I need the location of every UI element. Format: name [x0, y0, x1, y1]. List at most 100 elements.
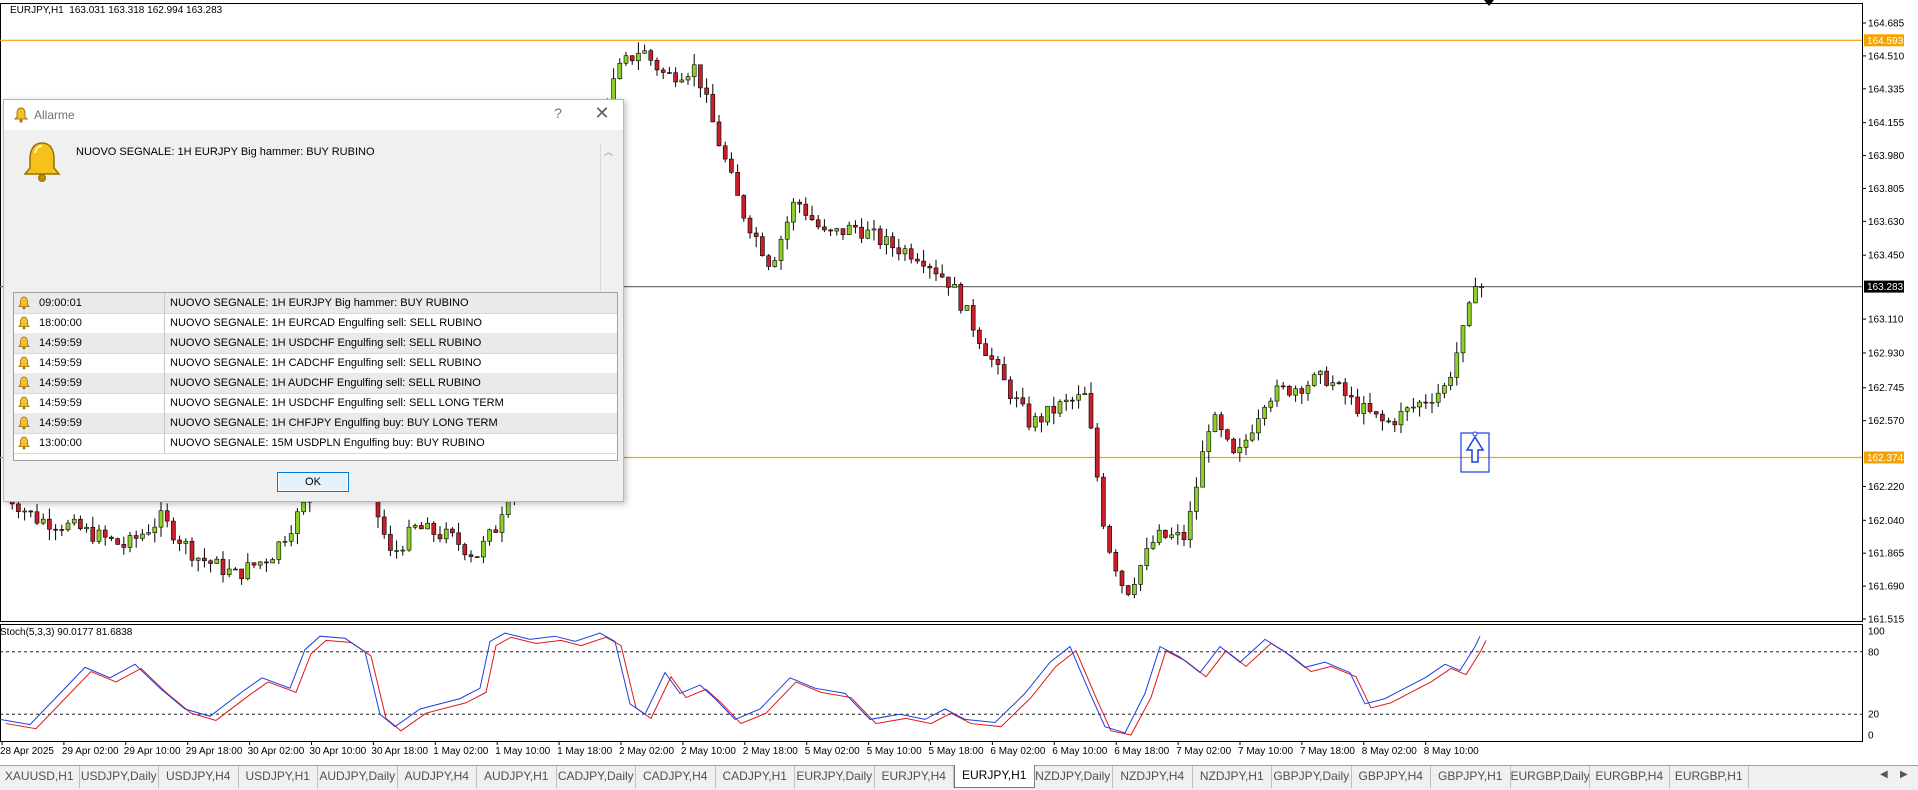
alarm-history-list[interactable]: 09:00:01 NUOVO SEGNALE: 1H EURJPY Big ham… [13, 292, 618, 461]
alarm-row[interactable]: 14:59:59 NUOVO SEGNALE: 1H USDCHF Engulfi… [14, 393, 617, 414]
tab-eurgbp-daily[interactable]: EURGBP,Daily [1511, 766, 1590, 788]
tab-gbpjpy-h1[interactable]: GBPJPY,H1 [1431, 766, 1511, 788]
candle [1001, 356, 1007, 381]
time-tick-label: 2 May 10:00 [681, 746, 736, 757]
price-tick-label: 164.510 [1868, 51, 1905, 62]
candle [1460, 325, 1466, 363]
candle [431, 521, 437, 542]
tab-usdjpy-h1[interactable]: USDJPY,H1 [239, 766, 318, 788]
alarm-row[interactable]: 09:00:01 NUOVO SEGNALE: 1H EURJPY Big ham… [14, 293, 617, 314]
up-arrow-icon[interactable] [1460, 431, 1490, 473]
candle [815, 215, 821, 230]
tab-cadjpy-h1[interactable]: CADJPY,H1 [716, 766, 795, 788]
candle [425, 517, 430, 530]
candle [90, 516, 96, 545]
candle [152, 518, 158, 543]
dialog-title: Allarme [34, 108, 75, 122]
candle [753, 227, 759, 248]
tab-audjpy-h1[interactable]: AUDJPY,H1 [477, 766, 557, 788]
time-tick-label: 5 May 10:00 [867, 746, 922, 757]
candle [1138, 564, 1143, 592]
tab-eurjpy-h4[interactable]: EURJPY,H4 [875, 766, 954, 788]
candle [183, 538, 189, 555]
alarm-message: NUOVO SEGNALE: 1H USDCHF Engulfing sell:… [170, 397, 504, 409]
candle [1194, 477, 1199, 520]
candle [983, 338, 988, 357]
candle [952, 276, 957, 288]
candle [809, 205, 815, 221]
candle [109, 535, 114, 542]
alarm-row[interactable]: 14:59:59 NUOVO SEGNALE: 1H AUDCHF Engulfi… [14, 373, 617, 394]
candle [245, 553, 251, 581]
candle [834, 227, 840, 236]
dialog-titlebar[interactable]: Allarme ? ✕ [4, 100, 623, 130]
tab-nzdjpy-h1[interactable]: NZDJPY,H1 [1193, 766, 1272, 788]
tab-eurjpy-daily[interactable]: EURJPY,Daily [795, 766, 875, 788]
candle [1156, 524, 1162, 546]
tab-eurjpy-h1[interactable]: EURJPY,H1 [954, 765, 1035, 788]
candle [1392, 418, 1398, 433]
alarm-row[interactable]: 14:59:59 NUOVO SEGNALE: 1H USDCHF Engulfi… [14, 333, 617, 354]
tab-scroll-left-icon[interactable]: ◀ [1880, 769, 1888, 780]
candle [1293, 385, 1298, 402]
candle [1404, 406, 1410, 422]
candle [164, 503, 170, 528]
bid-price-label-box [1864, 280, 1904, 293]
message-scrollbar[interactable] [600, 143, 601, 381]
candle [1448, 371, 1453, 391]
tab-nzdjpy-daily[interactable]: NZDJPY,Daily [1034, 766, 1113, 788]
candle [1256, 409, 1261, 441]
scroll-up-icon[interactable]: ︿ [604, 147, 614, 157]
tab-audjpy-h4[interactable]: AUDJPY,H4 [398, 766, 477, 788]
tab-gbpjpy-daily[interactable]: GBPJPY,Daily [1272, 766, 1352, 788]
alarm-time: 13:00:00 [39, 437, 82, 449]
bell-icon [18, 316, 30, 330]
candle [946, 276, 951, 296]
candle [468, 550, 474, 563]
lower-level-label: 162.374 [1867, 453, 1904, 464]
tab-gbpjpy-h4[interactable]: GBPJPY,H4 [1352, 766, 1431, 788]
tab-scroll-right-icon[interactable]: ▶ [1900, 769, 1908, 780]
alarm-time: 14:59:59 [39, 417, 82, 429]
candle [1318, 370, 1323, 385]
close-button[interactable]: ✕ [594, 103, 610, 123]
alarm-dialog[interactable]: Allarme ? ✕ NUOVO SEGNALE: 1H EURJPY Big… [3, 99, 624, 502]
stoch-indicator-header: Stoch(5,3,3) 90.0177 81.6838 [0, 627, 133, 638]
tab-nzdjpy-h4[interactable]: NZDJPY,H4 [1113, 766, 1193, 788]
candle [1423, 394, 1429, 409]
alarm-row[interactable]: 13:00:00 NUOVO SEGNALE: 15M USDPLN Engulf… [14, 433, 617, 454]
alarm-row[interactable]: 14:59:59 NUOVO SEGNALE: 1H CHFJPY Engulfi… [14, 413, 617, 434]
tab-cadjpy-h4[interactable]: CADJPY,H4 [636, 766, 716, 788]
time-tick-label: 1 May 02:00 [433, 746, 488, 757]
price-tick-label: 162.745 [1868, 383, 1905, 394]
tab-cadjpy-daily[interactable]: CADJPY,Daily [557, 766, 636, 788]
candle [915, 253, 920, 264]
candle [1454, 342, 1460, 386]
tab-audjpy-daily[interactable]: AUDJPY,Daily [318, 766, 398, 788]
tab-eurgbp-h1[interactable]: EURGBP,H1 [1670, 766, 1749, 788]
candle [53, 524, 58, 541]
candle [214, 556, 220, 564]
tab-usdjpy-h4[interactable]: USDJPY,H4 [159, 766, 239, 788]
candle [698, 64, 703, 98]
tab-xauusd-h1[interactable]: XAUUSD,H1 [0, 766, 80, 788]
stoch-tick-label: 0 [1868, 731, 1874, 742]
candle [34, 504, 40, 525]
tab-usdjpy-daily[interactable]: USDJPY,Daily [80, 766, 159, 788]
tab-eurgbp-h4[interactable]: EURGBP,H4 [1590, 766, 1670, 788]
candle [877, 225, 883, 250]
column-separator [164, 393, 165, 413]
alarm-row[interactable]: 14:59:59 NUOVO SEGNALE: 1H CADCHF Engulfi… [14, 353, 617, 374]
ok-button[interactable]: OK [277, 472, 349, 492]
candle [1287, 384, 1292, 398]
candle [1479, 283, 1484, 298]
candle [257, 561, 263, 570]
candle [623, 51, 629, 67]
candle [722, 141, 728, 163]
price-tick-label: 163.630 [1868, 217, 1905, 228]
alarm-row[interactable]: 18:00:00 NUOVO SEGNALE: 1H EURCAD Engulfi… [14, 313, 617, 334]
help-button[interactable]: ? [554, 105, 562, 121]
time-tick-label: 2 May 18:00 [743, 746, 798, 757]
alarm-message: NUOVO SEGNALE: 1H AUDCHF Engulfing sell:… [170, 377, 481, 389]
candle [1008, 376, 1013, 405]
